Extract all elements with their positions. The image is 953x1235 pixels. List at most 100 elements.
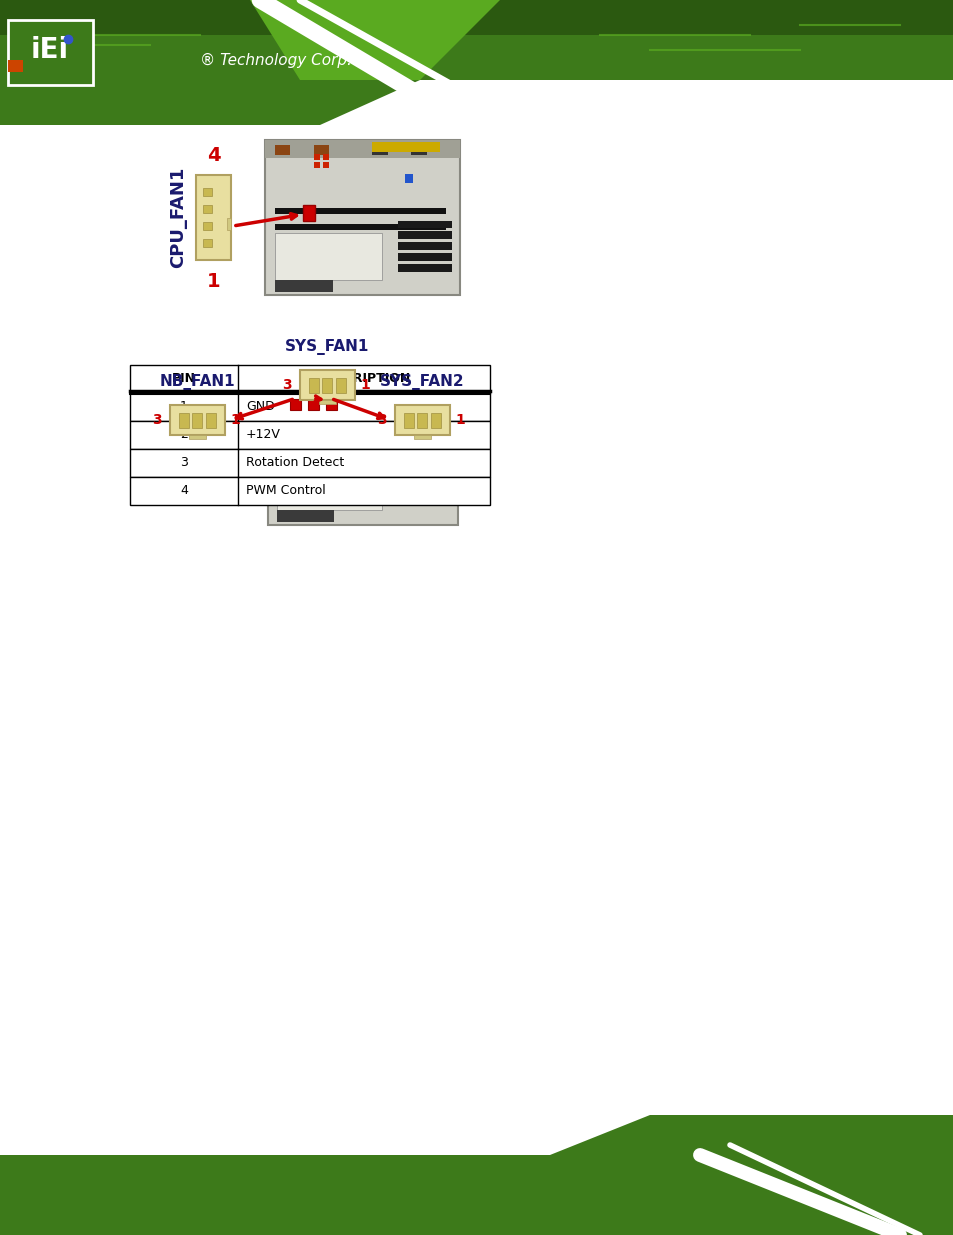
Bar [315,389,321,394]
Bar [203,205,212,212]
Text: SYS_FAN1: SYS_FAN1 [285,338,370,354]
Bar [397,242,452,249]
Bar [431,412,441,427]
Bar [170,405,225,435]
Bar [274,209,446,215]
Bar [314,144,329,156]
Polygon shape [0,1115,953,1235]
Bar [335,378,346,393]
Bar [277,441,444,447]
Text: +12V: +12V [246,429,280,441]
Bar [265,140,459,295]
Bar [189,435,206,438]
Bar [417,412,427,427]
Bar [227,217,231,230]
Bar [274,224,446,230]
Bar [265,140,459,158]
Text: 3: 3 [377,412,387,427]
Bar [396,495,450,503]
Bar [315,396,321,403]
Bar [411,144,426,156]
Bar [403,412,414,427]
Bar [308,399,318,410]
Bar [396,474,450,482]
Bar [322,378,333,393]
Bar [397,231,452,240]
Bar [372,377,438,387]
Bar [203,240,212,247]
Bar [414,435,431,438]
Text: NB_FAN1: NB_FAN1 [159,374,235,390]
Bar [404,408,412,417]
Bar [397,264,452,272]
Bar [372,144,388,156]
Bar [130,366,490,393]
Text: 1: 1 [359,378,370,391]
Bar [323,154,329,161]
Text: 4: 4 [180,484,188,498]
Bar [130,421,490,450]
Bar [130,393,490,421]
Polygon shape [250,0,499,80]
Bar [309,378,318,393]
Bar [303,205,314,221]
Bar [314,162,319,168]
Bar [395,405,450,435]
Text: PWM Control: PWM Control [246,484,325,498]
Text: 2: 2 [180,429,188,441]
Bar [277,456,444,462]
Bar [405,174,413,184]
Polygon shape [0,0,953,35]
Bar [315,380,331,390]
Bar [277,510,335,522]
Bar [290,399,301,410]
Bar [8,61,23,72]
Bar [130,477,490,505]
Text: 3: 3 [282,378,292,391]
Bar [277,466,381,510]
Bar [274,279,333,291]
Bar [314,154,319,161]
Text: Rotation Detect: Rotation Detect [246,457,344,469]
Bar [268,375,457,525]
Bar [396,463,450,471]
Bar [299,370,355,400]
Bar [277,380,293,390]
Text: PIN: PIN [172,373,195,385]
Polygon shape [0,0,953,125]
Text: 1: 1 [455,412,464,427]
Text: DESCRIPTION: DESCRIPTION [316,373,411,385]
Bar [396,453,450,461]
Text: 3: 3 [180,457,188,469]
Bar [397,253,452,261]
Bar [203,222,212,230]
Bar [206,412,216,427]
Text: SYS_FAN2: SYS_FAN2 [380,374,464,390]
Bar [325,396,331,403]
Bar [193,412,202,427]
Bar [326,399,336,410]
Bar [323,162,329,168]
Bar [195,175,231,261]
Bar [274,144,290,156]
Text: 1: 1 [230,412,239,427]
Bar [274,233,381,279]
Bar [372,380,387,390]
Bar [8,20,92,85]
Bar [396,484,450,492]
Text: 1: 1 [207,272,220,291]
Bar [325,389,331,394]
Bar [319,400,335,404]
Text: GND: GND [246,400,274,414]
Bar [397,221,452,228]
Text: 4: 4 [207,146,220,165]
Text: CPU_FAN1: CPU_FAN1 [169,167,187,268]
Text: iEi: iEi [30,36,69,64]
Text: 3: 3 [152,412,162,427]
Bar [268,375,457,393]
Text: ® Technology Corp.: ® Technology Corp. [200,53,352,68]
Bar [178,412,189,427]
Bar [372,142,440,152]
Bar [130,450,490,477]
Text: 1: 1 [180,400,188,414]
